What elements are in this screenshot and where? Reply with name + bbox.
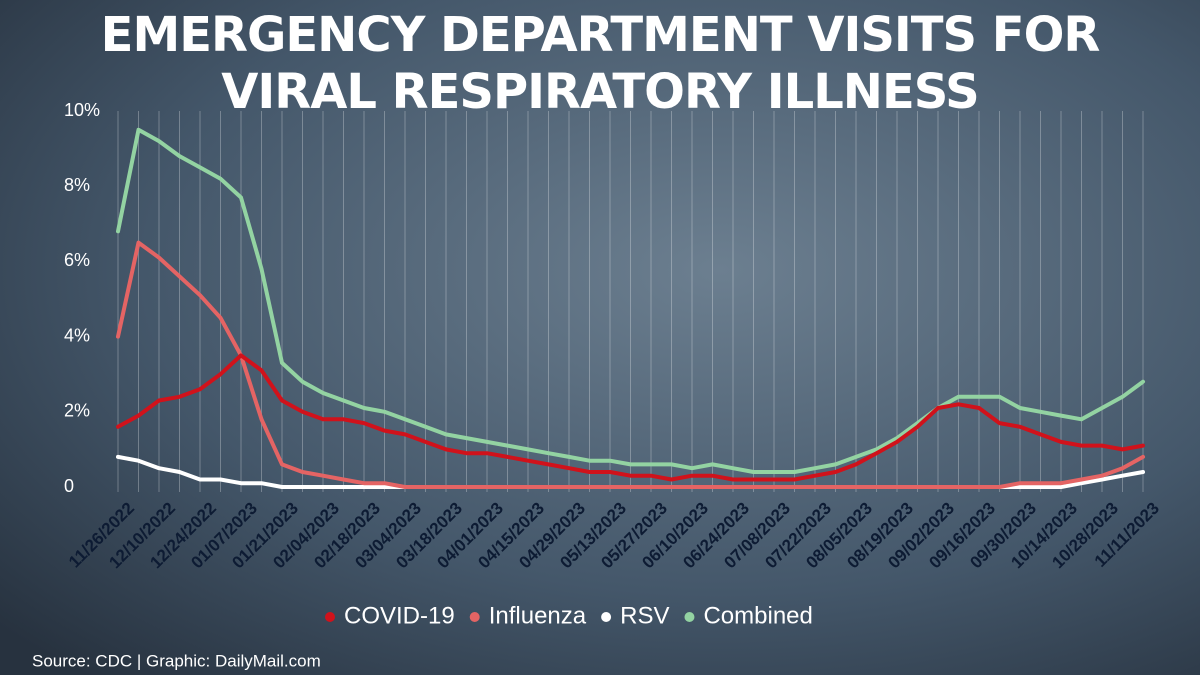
y-tick-label: 10% xyxy=(64,100,100,120)
y-tick-label: 2% xyxy=(64,401,90,421)
y-tick-label: 8% xyxy=(64,175,90,195)
legend-label: COVID-19 xyxy=(344,602,455,629)
series-line xyxy=(116,353,1145,482)
legend-label: Combined xyxy=(703,602,812,629)
legend-marker xyxy=(684,612,695,622)
series-line xyxy=(116,127,1145,474)
legend-label: Influenza xyxy=(489,602,587,629)
legend-marker xyxy=(325,612,335,622)
series-line xyxy=(116,240,1145,489)
y-tick-label: 6% xyxy=(64,250,90,270)
legend-label: RSV xyxy=(620,602,669,629)
chart-title: EMERGENCY DEPARTMENT VISITS FOR VIRAL RES… xyxy=(101,7,1100,120)
legend-marker xyxy=(601,612,612,622)
source: Source: CDC | Graphic: DailyMail.com xyxy=(32,651,321,670)
legend-marker xyxy=(469,612,480,622)
y-tick-label: 0 xyxy=(64,476,74,496)
y-tick-label: 4% xyxy=(64,325,90,345)
